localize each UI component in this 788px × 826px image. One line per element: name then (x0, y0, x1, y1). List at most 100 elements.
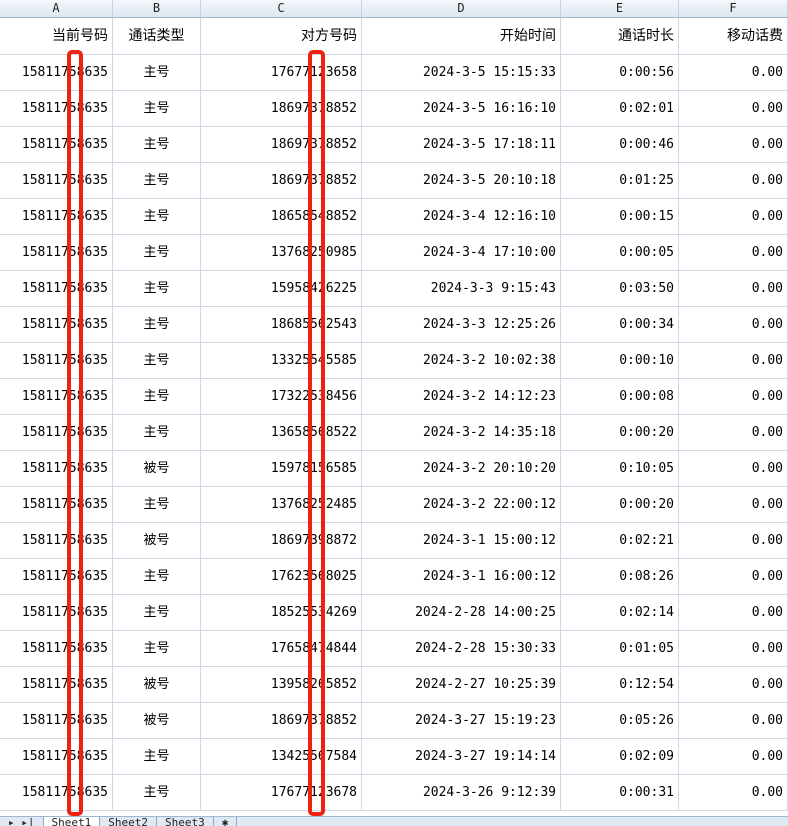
cell-other-number[interactable]: 13325545585 (201, 343, 362, 378)
tab-nav-arrows[interactable]: ▸ ▸| (0, 817, 44, 826)
cell-duration[interactable]: 0:00:20 (561, 487, 679, 522)
cell-call-type[interactable]: 主号 (113, 235, 201, 270)
cell-fee[interactable]: 0.00 (679, 487, 788, 522)
cell-duration[interactable]: 0:00:05 (561, 235, 679, 270)
cell-fee[interactable]: 0.00 (679, 271, 788, 306)
column-header-d[interactable]: D (362, 0, 561, 17)
cell-current-number[interactable]: 15811758635 (0, 343, 113, 378)
cell-other-number[interactable]: 17322538456 (201, 379, 362, 414)
cell-other-number[interactable]: 13658568522 (201, 415, 362, 450)
cell-call-type[interactable]: 主号 (113, 487, 201, 522)
cell-duration[interactable]: 0:02:09 (561, 739, 679, 774)
cell-other-number[interactable]: 18658548852 (201, 199, 362, 234)
cell-call-type[interactable]: 主号 (113, 595, 201, 630)
cell-fee[interactable]: 0.00 (679, 739, 788, 774)
cell-start-time[interactable]: 2024-3-26 9:12:39 (362, 775, 561, 810)
cell-start-time[interactable]: 2024-3-3 12:25:26 (362, 307, 561, 342)
cell-start-time[interactable]: 2024-3-4 17:10:00 (362, 235, 561, 270)
cell-other-number[interactable]: 15958426225 (201, 271, 362, 306)
cell-current-number[interactable]: 15811758635 (0, 559, 113, 594)
cell-start-time[interactable]: 2024-3-5 20:10:18 (362, 163, 561, 198)
cell-duration[interactable]: 0:01:05 (561, 631, 679, 666)
cell-fee[interactable]: 0.00 (679, 451, 788, 486)
cell-other-number[interactable]: 18697378852 (201, 163, 362, 198)
cell-call-type[interactable]: 被号 (113, 451, 201, 486)
cell-other-number[interactable]: 17677123658 (201, 55, 362, 90)
cell-fee[interactable]: 0.00 (679, 307, 788, 342)
cell-current-number[interactable]: 15811758635 (0, 307, 113, 342)
cell-other-number[interactable]: 18525534269 (201, 595, 362, 630)
cell-fee[interactable]: 0.00 (679, 559, 788, 594)
cell-current-number[interactable]: 15811758635 (0, 775, 113, 810)
cell-call-type[interactable]: 主号 (113, 559, 201, 594)
cell-start-time[interactable]: 2024-3-5 16:16:10 (362, 91, 561, 126)
cell-current-number[interactable]: 15811758635 (0, 163, 113, 198)
cell-duration[interactable]: 0:12:54 (561, 667, 679, 702)
cell-call-type[interactable]: 被号 (113, 523, 201, 558)
cell-duration[interactable]: 0:10:05 (561, 451, 679, 486)
cell-other-number[interactable]: 13768252485 (201, 487, 362, 522)
cell-header-fee[interactable]: 移动话费 (679, 18, 788, 54)
cell-current-number[interactable]: 15811758635 (0, 199, 113, 234)
cell-call-type[interactable]: 主号 (113, 631, 201, 666)
cell-fee[interactable]: 0.00 (679, 55, 788, 90)
cell-current-number[interactable]: 15811758635 (0, 235, 113, 270)
cell-other-number[interactable]: 13425567584 (201, 739, 362, 774)
tab-sheet3[interactable]: Sheet3 (157, 817, 214, 826)
cell-call-type[interactable]: 主号 (113, 271, 201, 306)
cell-call-type[interactable]: 主号 (113, 775, 201, 810)
cell-duration[interactable]: 0:08:26 (561, 559, 679, 594)
cell-current-number[interactable]: 15811758635 (0, 523, 113, 558)
cell-header-start-time[interactable]: 开始时间 (362, 18, 561, 54)
cell-current-number[interactable]: 15811758635 (0, 703, 113, 738)
cell-duration[interactable]: 0:03:50 (561, 271, 679, 306)
cell-current-number[interactable]: 15811758635 (0, 739, 113, 774)
column-header-c[interactable]: C (201, 0, 362, 17)
cell-other-number[interactable]: 17677123678 (201, 775, 362, 810)
cell-fee[interactable]: 0.00 (679, 91, 788, 126)
cell-duration[interactable]: 0:00:46 (561, 127, 679, 162)
cell-start-time[interactable]: 2024-3-5 15:15:33 (362, 55, 561, 90)
cell-fee[interactable]: 0.00 (679, 631, 788, 666)
cell-header-call-type[interactable]: 通话类型 (113, 18, 201, 54)
cell-start-time[interactable]: 2024-3-27 15:19:23 (362, 703, 561, 738)
cell-call-type[interactable]: 主号 (113, 739, 201, 774)
cell-start-time[interactable]: 2024-3-4 12:16:10 (362, 199, 561, 234)
cell-start-time[interactable]: 2024-3-5 17:18:11 (362, 127, 561, 162)
cell-current-number[interactable]: 15811758635 (0, 271, 113, 306)
cell-start-time[interactable]: 2024-3-2 22:00:12 (362, 487, 561, 522)
cell-call-type[interactable]: 主号 (113, 379, 201, 414)
cell-fee[interactable]: 0.00 (679, 595, 788, 630)
cell-duration[interactable]: 0:00:31 (561, 775, 679, 810)
cell-duration[interactable]: 0:00:08 (561, 379, 679, 414)
cell-header-other-number[interactable]: 对方号码 (201, 18, 362, 54)
cell-fee[interactable]: 0.00 (679, 703, 788, 738)
cell-call-type[interactable]: 主号 (113, 91, 201, 126)
cell-start-time[interactable]: 2024-2-27 10:25:39 (362, 667, 561, 702)
cell-call-type[interactable]: 主号 (113, 199, 201, 234)
cell-header-duration[interactable]: 通话时长 (561, 18, 679, 54)
cell-other-number[interactable]: 18697398872 (201, 523, 362, 558)
cell-fee[interactable]: 0.00 (679, 343, 788, 378)
cell-other-number[interactable]: 18697378852 (201, 703, 362, 738)
cell-other-number[interactable]: 15978156585 (201, 451, 362, 486)
cell-duration[interactable]: 0:00:34 (561, 307, 679, 342)
column-header-a[interactable]: A (0, 0, 113, 17)
cell-duration[interactable]: 0:00:15 (561, 199, 679, 234)
cell-other-number[interactable]: 13768250985 (201, 235, 362, 270)
cell-other-number[interactable]: 18685562543 (201, 307, 362, 342)
cell-call-type[interactable]: 主号 (113, 343, 201, 378)
cell-other-number[interactable]: 18697378852 (201, 91, 362, 126)
cell-other-number[interactable]: 17658474844 (201, 631, 362, 666)
cell-call-type[interactable]: 主号 (113, 163, 201, 198)
cell-current-number[interactable]: 15811758635 (0, 55, 113, 90)
cell-start-time[interactable]: 2024-3-1 16:00:12 (362, 559, 561, 594)
cell-current-number[interactable]: 15811758635 (0, 127, 113, 162)
cell-current-number[interactable]: 15811758635 (0, 91, 113, 126)
cell-fee[interactable]: 0.00 (679, 667, 788, 702)
cell-fee[interactable]: 0.00 (679, 523, 788, 558)
cell-call-type[interactable]: 主号 (113, 307, 201, 342)
cell-fee[interactable]: 0.00 (679, 199, 788, 234)
cell-current-number[interactable]: 15811758635 (0, 595, 113, 630)
cell-start-time[interactable]: 2024-2-28 15:30:33 (362, 631, 561, 666)
